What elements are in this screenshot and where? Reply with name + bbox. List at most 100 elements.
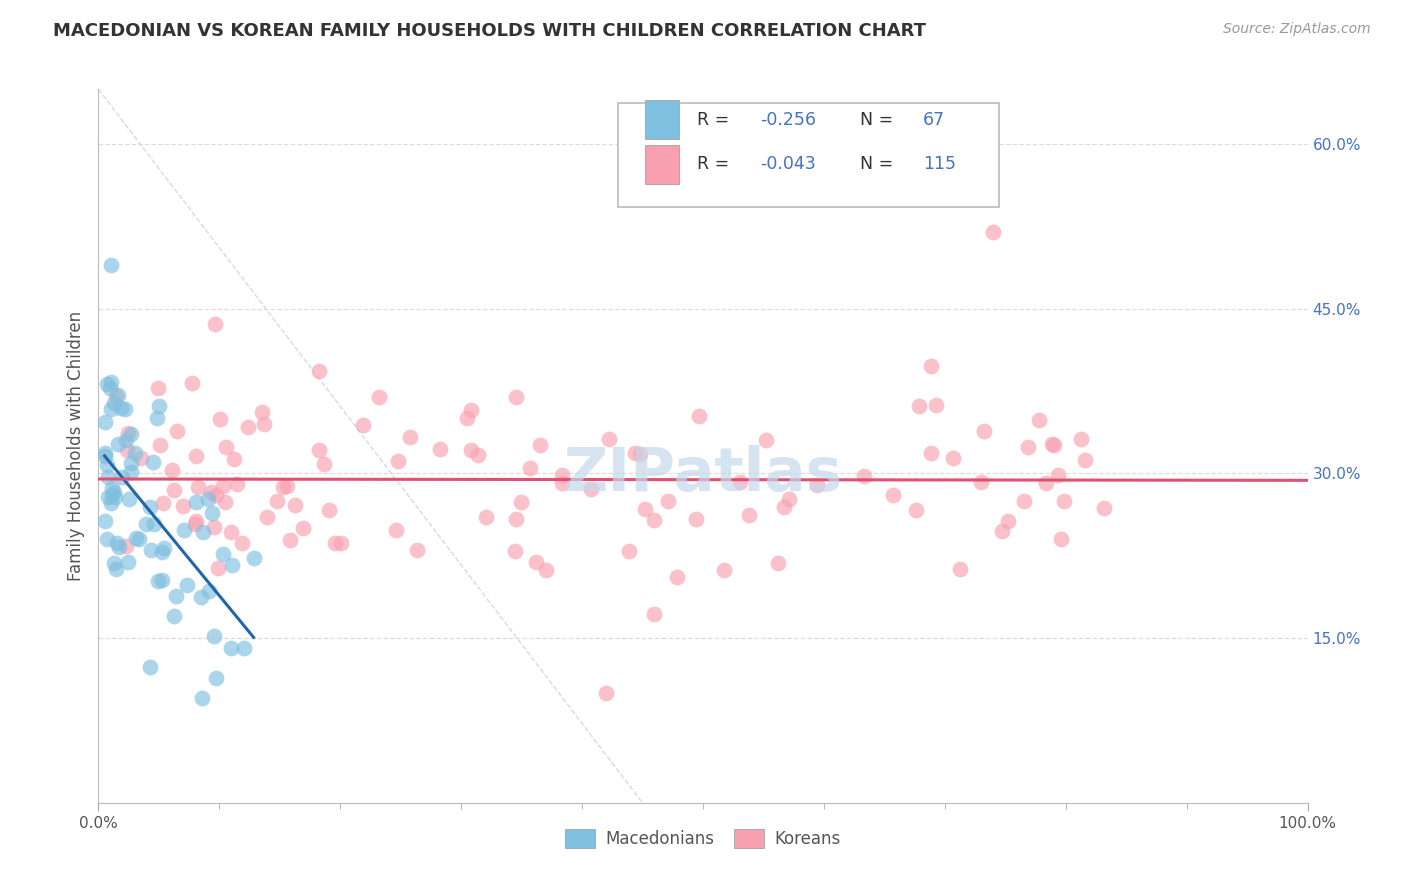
Point — [1092, 500, 1115, 515]
Point — [221, 640, 243, 655]
Point — [292, 521, 315, 535]
Point — [201, 506, 224, 520]
Point — [225, 476, 247, 491]
Point — [204, 318, 226, 332]
Point — [942, 451, 965, 466]
Point — [100, 401, 122, 416]
Point — [180, 376, 202, 391]
Point — [120, 426, 142, 441]
Point — [108, 541, 131, 555]
Point — [97, 490, 120, 504]
Point — [139, 500, 162, 514]
Point — [142, 455, 165, 469]
Point — [256, 510, 278, 524]
Point — [534, 563, 557, 577]
Point — [101, 488, 124, 502]
Point — [329, 536, 352, 550]
Point — [191, 690, 214, 705]
Y-axis label: Family Households with Children: Family Households with Children — [66, 311, 84, 581]
Point — [579, 482, 602, 496]
Point — [93, 514, 115, 528]
Point — [100, 496, 122, 510]
Point — [624, 446, 647, 460]
Point — [165, 589, 187, 603]
Point — [505, 512, 527, 526]
Point — [925, 398, 948, 412]
Point — [214, 495, 236, 509]
Point — [98, 381, 121, 395]
Point — [384, 524, 406, 538]
Point — [114, 539, 136, 553]
Bar — [645, 100, 679, 139]
Point — [1070, 433, 1092, 447]
Point — [214, 440, 236, 454]
Point — [278, 533, 301, 547]
Text: N =: N = — [860, 155, 898, 173]
Point — [124, 446, 146, 460]
Point — [186, 495, 208, 509]
Point — [551, 468, 574, 483]
Point — [284, 498, 307, 512]
Point — [190, 590, 212, 604]
Point — [207, 561, 229, 575]
Point — [103, 396, 125, 410]
Point — [352, 418, 374, 433]
Point — [115, 433, 138, 447]
Point — [920, 445, 942, 459]
Point — [882, 488, 904, 502]
Point — [105, 389, 128, 403]
Point — [150, 544, 173, 558]
Text: R =: R = — [697, 111, 735, 128]
Point — [550, 475, 572, 490]
Point — [266, 493, 288, 508]
Point — [949, 562, 972, 576]
Point — [111, 469, 134, 483]
Point — [224, 451, 246, 466]
Point — [176, 577, 198, 591]
Point — [117, 425, 139, 440]
Point — [166, 424, 188, 438]
Point — [152, 496, 174, 510]
Point — [737, 508, 759, 522]
Point — [105, 536, 128, 550]
Point — [728, 475, 751, 490]
Point — [125, 531, 148, 545]
Point — [368, 390, 391, 404]
Point — [197, 584, 219, 599]
Point — [904, 503, 927, 517]
Point — [202, 629, 225, 643]
Point — [212, 479, 235, 493]
Point — [778, 491, 800, 506]
Point — [503, 544, 526, 558]
Point — [219, 525, 242, 540]
Point — [405, 542, 427, 557]
Point — [657, 494, 679, 508]
Point — [148, 438, 170, 452]
Point — [467, 448, 489, 462]
Point — [148, 399, 170, 413]
Point — [146, 381, 169, 395]
Point — [766, 556, 789, 570]
Point — [103, 556, 125, 570]
Bar — [645, 145, 679, 184]
Text: ZIPatlas: ZIPatlas — [564, 445, 842, 504]
Point — [117, 555, 139, 569]
Point — [107, 437, 129, 451]
Point — [630, 447, 652, 461]
Point — [387, 454, 409, 468]
Point — [97, 470, 120, 484]
Point — [110, 401, 132, 415]
Point — [118, 491, 141, 506]
Point — [907, 400, 929, 414]
Point — [128, 532, 150, 546]
Text: -0.256: -0.256 — [759, 111, 815, 128]
Point — [193, 524, 215, 539]
Point — [197, 491, 219, 506]
Point — [323, 536, 346, 550]
Point — [755, 433, 778, 447]
Point — [981, 225, 1004, 239]
Point — [150, 574, 173, 588]
Point — [129, 451, 152, 466]
Point — [688, 409, 710, 423]
Text: N =: N = — [860, 111, 898, 128]
